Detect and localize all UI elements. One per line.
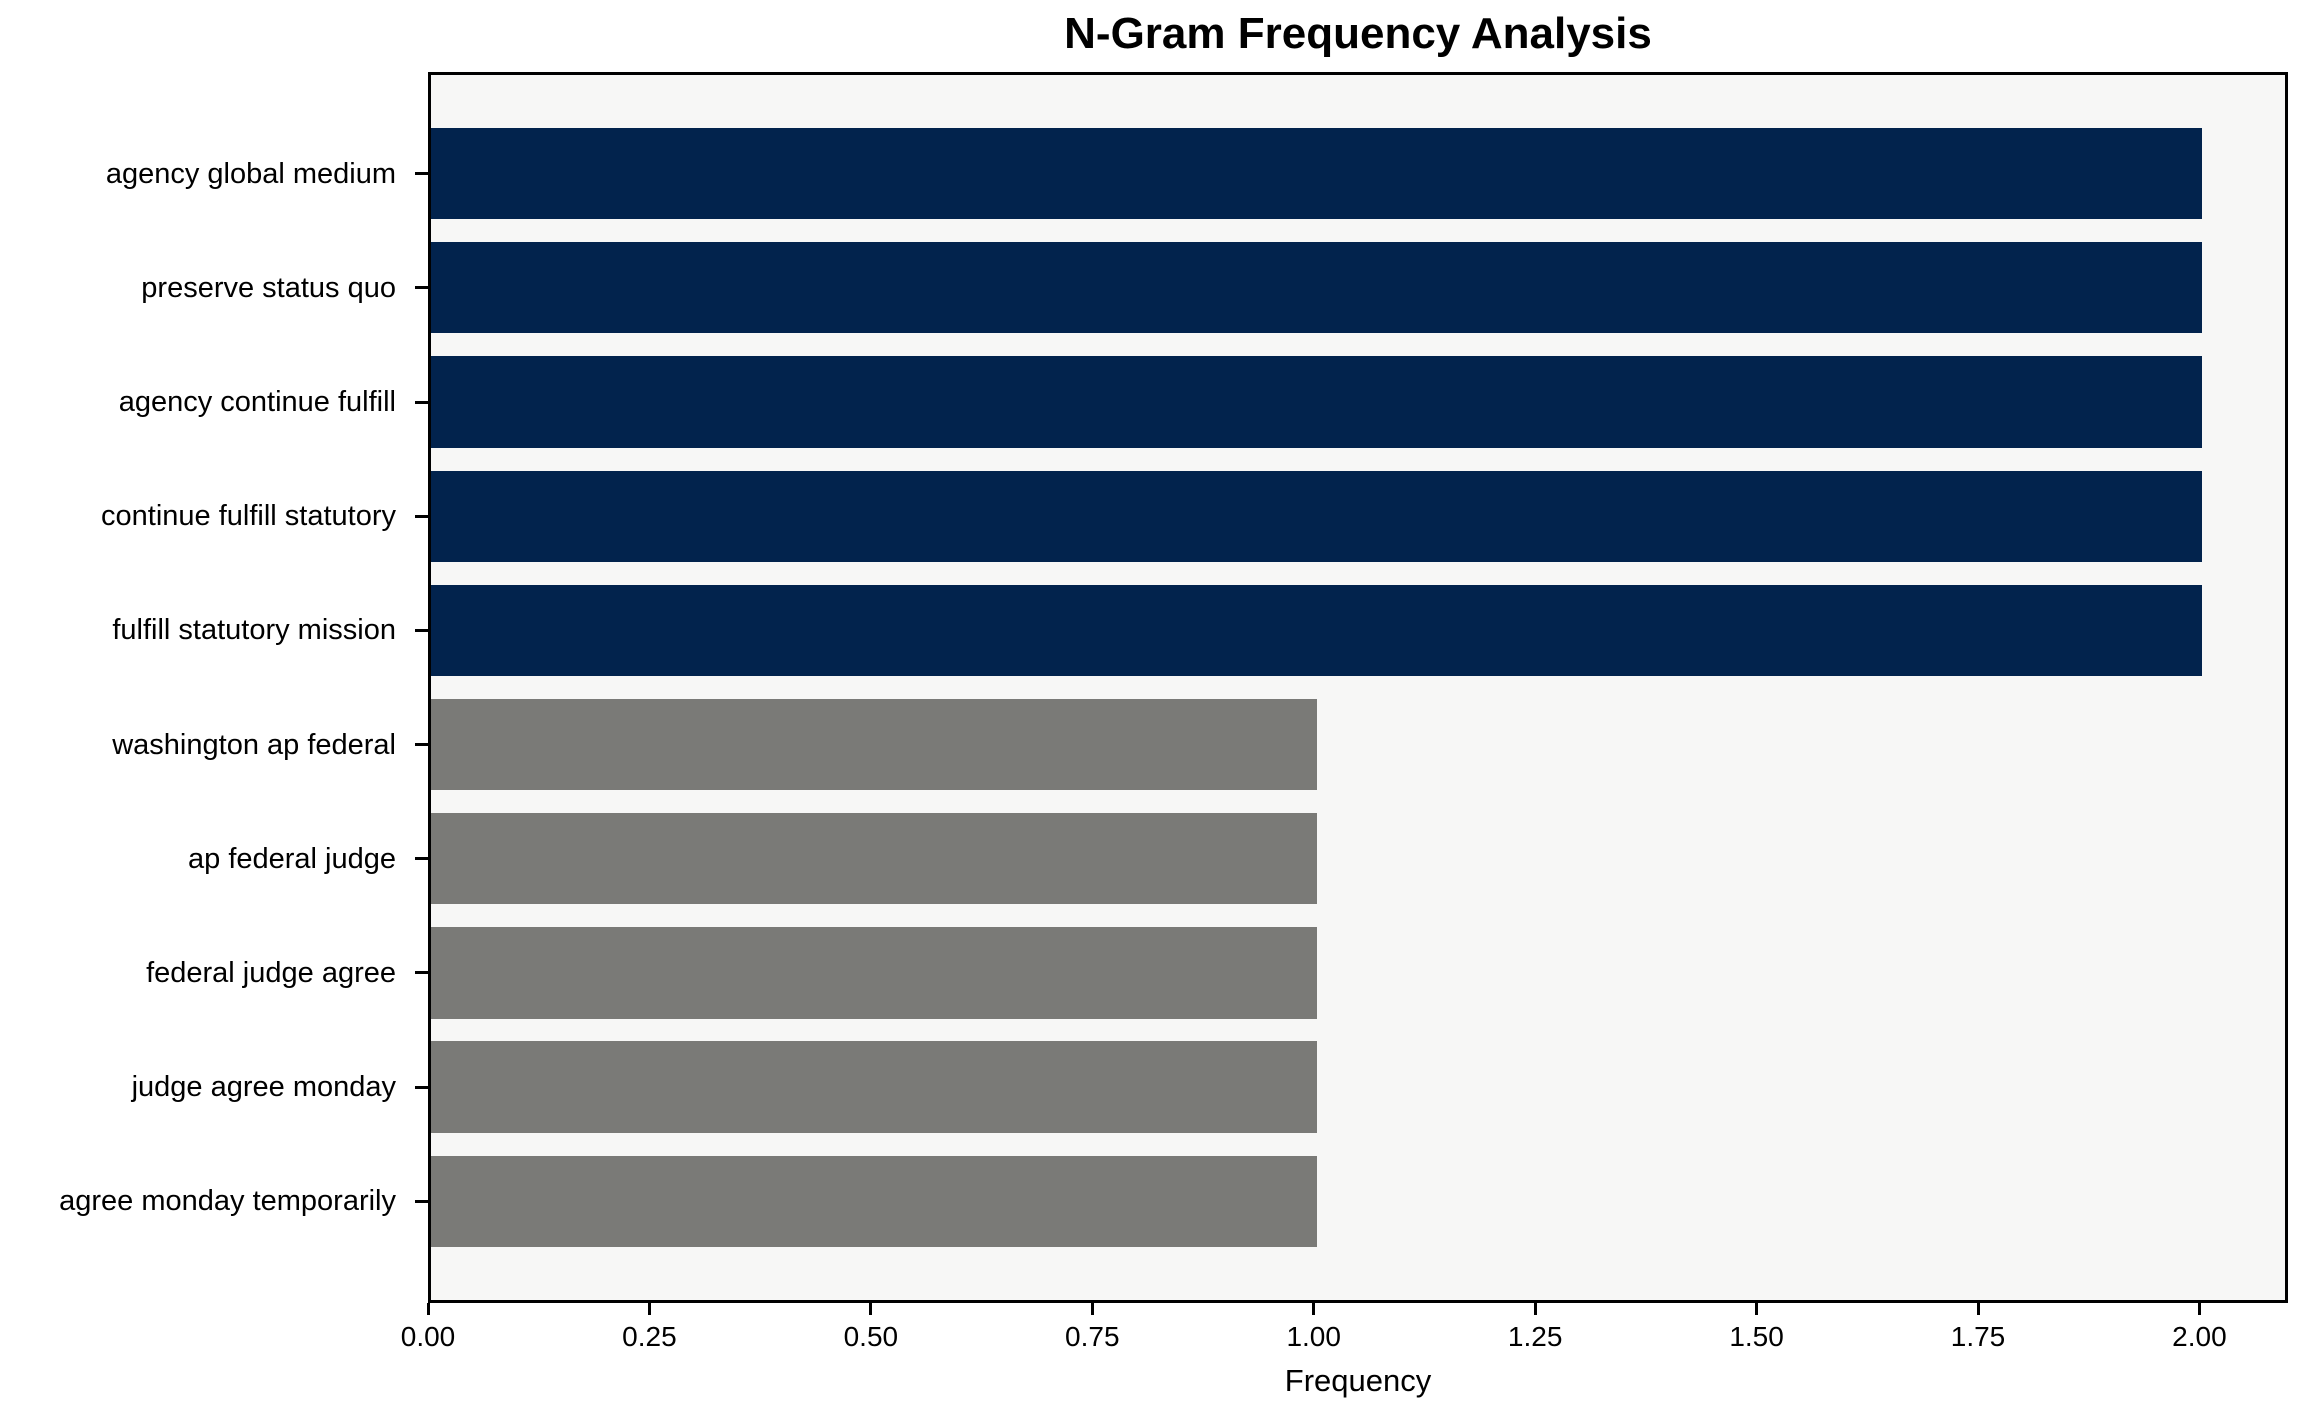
bar — [431, 242, 2203, 334]
y-tick-label: judge agree monday — [131, 1071, 396, 1104]
bar — [431, 470, 2203, 562]
bar — [431, 584, 2203, 677]
x-tick-label: 1.25 — [1507, 1321, 1563, 1352]
y-tick-mark — [415, 628, 428, 632]
y-tick-label: agency continue fulfill — [118, 386, 396, 419]
chart-title: N-Gram Frequency Analysis — [1064, 9, 1652, 58]
y-tick-label: agency global medium — [105, 157, 396, 190]
y-tick-label: agree monday temporarily — [59, 1185, 396, 1218]
plot-area — [428, 72, 2288, 1303]
bar — [431, 698, 1317, 791]
y-tick-mark — [415, 1199, 428, 1203]
y-tick-mark — [415, 514, 428, 518]
x-tick-mark — [2197, 1303, 2201, 1315]
y-tick-mark — [415, 172, 428, 176]
x-tick-label: 1.75 — [1950, 1321, 2006, 1352]
x-tick-label: 0.00 — [400, 1321, 456, 1352]
x-tick-label: 0.75 — [1065, 1321, 1120, 1352]
x-tick-label: 0.25 — [622, 1321, 677, 1352]
x-tick-mark — [1090, 1303, 1094, 1315]
y-tick-label: washington ap federal — [112, 728, 396, 761]
x-tick-mark — [869, 1303, 873, 1315]
bar — [431, 927, 1317, 1019]
bar — [431, 1155, 1317, 1248]
y-tick-label: ap federal judge — [188, 842, 396, 875]
bar — [431, 1041, 1317, 1133]
x-tick-mark — [647, 1303, 651, 1315]
y-tick-label: federal judge agree — [146, 956, 396, 989]
bar — [431, 356, 2203, 448]
x-tick-mark — [1976, 1303, 1980, 1315]
x-tick-label: 2.00 — [2172, 1321, 2227, 1352]
x-tick-label: 1.00 — [1286, 1321, 1341, 1352]
bar — [431, 813, 1317, 905]
bar — [431, 127, 2203, 220]
y-tick-mark — [415, 1085, 428, 1089]
y-tick-label: preserve status quo — [141, 271, 396, 304]
x-tick-mark — [1533, 1303, 1537, 1315]
x-tick-label: 0.50 — [843, 1321, 899, 1352]
y-tick-mark — [415, 857, 428, 861]
y-tick-label: continue fulfill statutory — [101, 500, 396, 533]
x-axis-title: Frequency — [1284, 1363, 1432, 1398]
x-tick-label: 1.50 — [1729, 1321, 1784, 1352]
x-tick-mark — [1755, 1303, 1759, 1315]
y-tick-mark — [415, 971, 428, 975]
y-tick-mark — [415, 400, 428, 404]
y-tick-label: fulfill statutory mission — [112, 614, 396, 647]
y-tick-mark — [415, 286, 428, 290]
y-tick-mark — [415, 743, 428, 747]
x-tick-mark — [1312, 1303, 1316, 1315]
x-tick-mark — [426, 1303, 430, 1315]
